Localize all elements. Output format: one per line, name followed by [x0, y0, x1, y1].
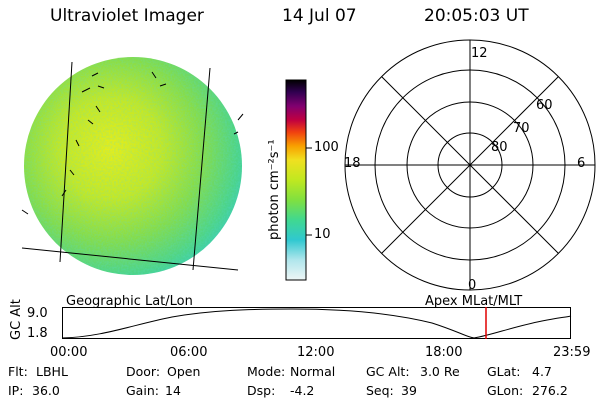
mlt-label-12: 12 — [471, 46, 488, 61]
color-bar — [285, 79, 312, 281]
geo-grid-lines — [21, 61, 244, 271]
timeline-y-tick-1.8: 1.8 — [27, 326, 48, 341]
mode-value: Normal — [290, 364, 336, 379]
flt-value: LBHL — [36, 364, 68, 379]
door-value: Open — [167, 364, 201, 379]
mlat-label-80: 80 — [491, 140, 508, 155]
colorbar-tick-100: 100 — [314, 140, 339, 155]
timeline-y-tick-9: 9.0 — [27, 306, 48, 321]
mlt-label-6: 6 — [577, 156, 586, 171]
timeline-x-tick-1200: 12:00 — [297, 345, 335, 360]
door-key: Door: — [126, 364, 161, 379]
flt-key: Flt: — [8, 364, 28, 379]
timeline-x-tick-0000: 00:00 — [50, 345, 88, 360]
timeline-axis-title: GC Alt — [9, 299, 24, 340]
gcalt-value: 3.0 Re — [420, 364, 460, 379]
apex-label: Apex MLat/MLT — [425, 294, 523, 309]
dsp-value: -4.2 — [290, 383, 315, 398]
seq-value: 39 — [401, 383, 417, 398]
glat-key: GLat: — [487, 364, 521, 379]
geo-label: Geographic Lat/Lon — [66, 294, 193, 309]
glon-key: GLon: — [487, 383, 524, 398]
timeline-x-tick-2359: 23:59 — [553, 345, 591, 360]
colorbar-tick-10: 10 — [314, 227, 331, 242]
date-label: 14 Jul 07 — [282, 6, 357, 26]
gain-key: Gain: — [126, 383, 159, 398]
mlt-label-18: 18 — [344, 156, 361, 171]
glon-value: 276.2 — [532, 383, 568, 398]
colorbar-unit-label: photon cm⁻²s⁻¹ — [267, 139, 282, 240]
polar-plot — [344, 39, 596, 291]
timeline-x-tick-1800: 18:00 — [425, 345, 463, 360]
mlat-label-70: 70 — [513, 121, 530, 136]
time-label: 20:05:03 UT — [424, 6, 529, 26]
gain-value: 14 — [165, 383, 181, 398]
glat-value: 4.7 — [532, 364, 552, 379]
mode-key: Mode: — [247, 364, 286, 379]
dsp-key: Dsp: — [247, 383, 276, 398]
timeline-x-tick-0600: 06:00 — [170, 345, 208, 360]
mlat-label-60: 60 — [536, 98, 553, 113]
gcalt-key: GC Alt: — [366, 364, 410, 379]
mlt-label-0: 0 — [468, 278, 477, 293]
ip-value: 36.0 — [32, 383, 60, 398]
altitude-timeline — [61, 307, 572, 339]
ip-key: IP: — [8, 383, 24, 398]
seq-key: Seq: — [366, 383, 394, 398]
instrument-title: Ultraviolet Imager — [50, 6, 204, 26]
